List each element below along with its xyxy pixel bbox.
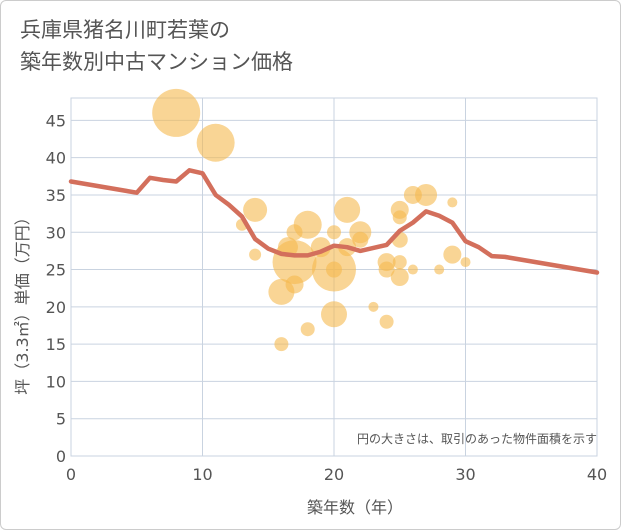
- data-bubble: [352, 231, 369, 248]
- data-bubble: [447, 197, 458, 208]
- data-bubble: [334, 196, 361, 223]
- data-bubble: [392, 210, 407, 225]
- data-bubble: [434, 264, 445, 275]
- x-axis-label: 築年数（年）: [307, 498, 403, 517]
- title-line-2: 築年数別中古マンション価格: [20, 50, 293, 74]
- data-bubble: [274, 337, 289, 352]
- data-bubble: [196, 123, 235, 162]
- data-bubble: [321, 301, 347, 328]
- trend-line: [68, 168, 600, 275]
- y-tick-label: 45: [46, 111, 66, 130]
- x-tick-label: 20: [324, 465, 344, 484]
- data-bubble: [443, 245, 462, 264]
- data-bubble: [327, 225, 341, 240]
- y-tick-label: 40: [46, 149, 66, 168]
- y-axis: 0 5 10 15 20 25 30 35 40 45: [46, 111, 66, 466]
- title-line-1: 兵庫県猪名川町若葉の: [20, 18, 230, 42]
- x-tick-label: 10: [192, 465, 212, 484]
- y-tick-label: 35: [46, 186, 66, 205]
- x-tick-label: 0: [66, 465, 76, 484]
- data-bubble: [326, 261, 342, 278]
- data-bubble: [272, 240, 317, 285]
- x-tick-label: 40: [587, 465, 607, 484]
- y-tick-label: 30: [46, 223, 66, 242]
- y-tick-label: 5: [56, 410, 66, 429]
- data-bubble: [152, 88, 201, 137]
- y-tick-label: 25: [46, 261, 66, 280]
- x-tick-label: 30: [455, 465, 475, 484]
- data-bubble: [300, 322, 315, 337]
- y-tick-label: 0: [56, 447, 66, 466]
- data-bubble: [415, 183, 438, 206]
- data-bubble: [368, 301, 379, 312]
- data-bubble: [407, 264, 418, 275]
- data-bubble: [392, 255, 407, 270]
- x-axis: 0 10 20 30 40: [66, 465, 607, 484]
- data-bubble: [460, 257, 471, 268]
- trend-series: [68, 168, 600, 275]
- data-bubble: [378, 261, 395, 278]
- data-bubble: [243, 197, 268, 222]
- y-tick-label: 15: [46, 335, 66, 354]
- chart-title: 兵庫県猪名川町若葉の 築年数別中古マンション価格: [20, 14, 293, 78]
- y-tick-label: 10: [46, 372, 66, 391]
- y-axis-label: 坪（3.3㎡）単価（万円）: [13, 209, 32, 394]
- data-bubble: [293, 210, 322, 239]
- bubble-series: [152, 88, 471, 352]
- data-bubble: [390, 268, 409, 286]
- y-tick-label: 20: [46, 298, 66, 317]
- data-bubble: [249, 248, 262, 261]
- size-annotation: 円の大きさは、取引のあった物件面積を示す: [357, 431, 597, 446]
- data-bubble: [379, 314, 394, 329]
